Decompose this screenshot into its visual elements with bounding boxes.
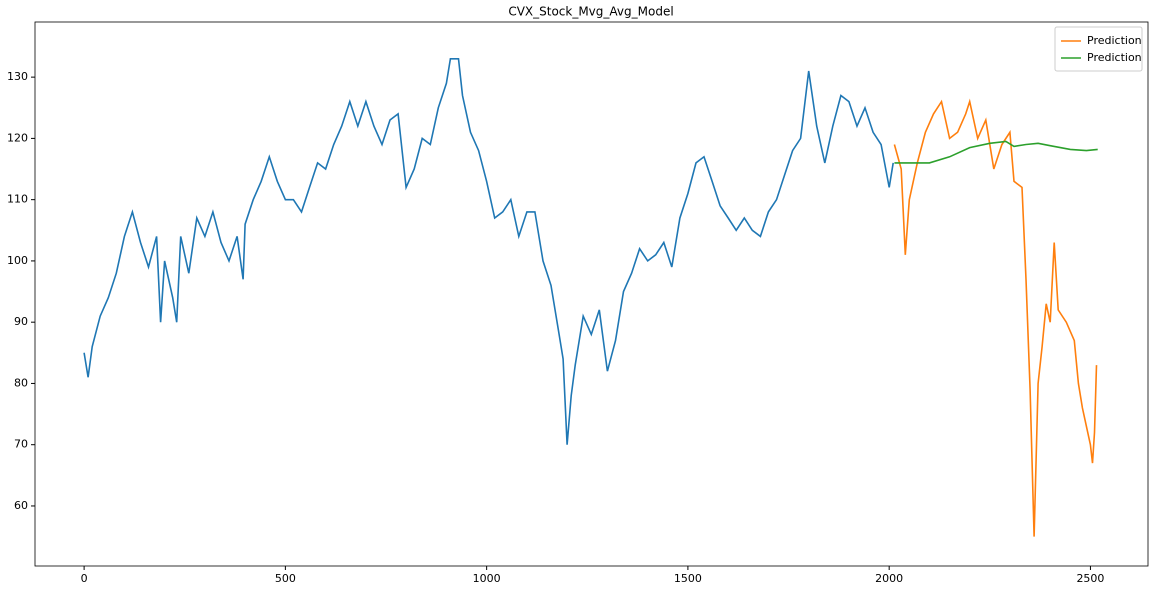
legend-box	[1054, 26, 1143, 72]
y-tick-label: 100	[7, 254, 28, 267]
series-line	[83, 58, 894, 445]
legend-label: Prediction	[1087, 51, 1142, 64]
y-tick-label: 70	[14, 438, 28, 451]
x-tick-label: 2000	[875, 572, 903, 585]
y-tick-label: 110	[7, 193, 28, 206]
x-tick-label: 0	[81, 572, 88, 585]
x-tick-label: 1500	[674, 572, 702, 585]
series-line	[894, 140, 1098, 164]
series-line	[893, 98, 1098, 537]
plot-frame	[34, 21, 1149, 567]
legend-label: Prediction	[1087, 34, 1142, 47]
y-tick-label: 120	[7, 131, 28, 144]
x-tick-label: 1000	[473, 572, 501, 585]
y-tick-label: 130	[7, 70, 28, 83]
chart-title: CVX_Stock_Mvg_Avg_Model	[508, 5, 673, 19]
y-tick-label: 90	[14, 315, 28, 328]
y-tick-label: 60	[14, 499, 28, 512]
x-tick-label: 500	[275, 572, 296, 585]
y-tick-label: 80	[14, 376, 28, 389]
x-tick-label: 2500	[1076, 572, 1104, 585]
